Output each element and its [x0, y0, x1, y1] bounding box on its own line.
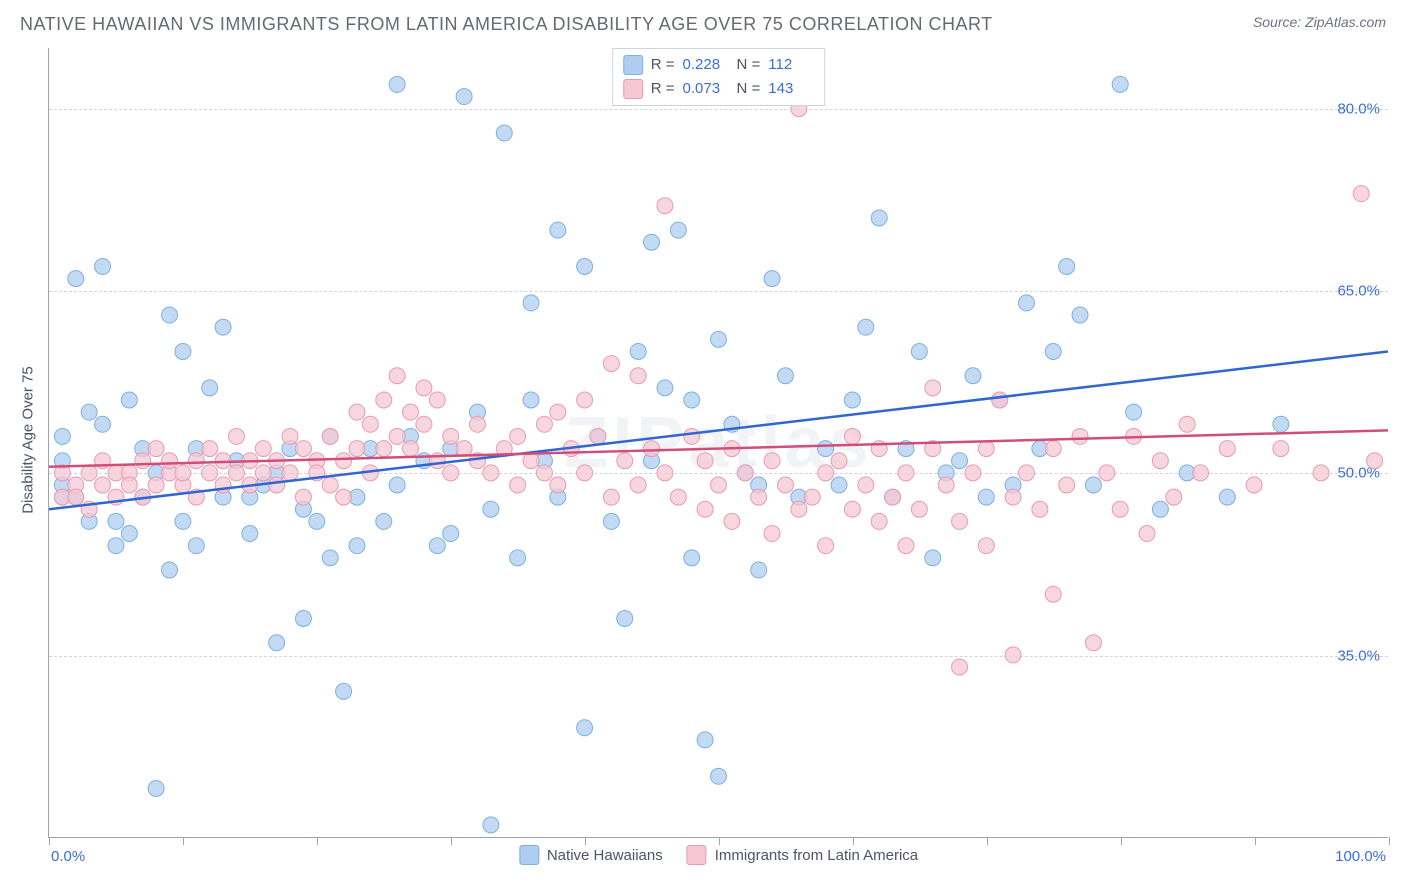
n-label: N = [737, 53, 761, 77]
swatch-bottom-2 [687, 845, 707, 865]
legend-label-2: Immigrants from Latin America [715, 847, 918, 864]
legend-row-1: R = 0.228 N = 112 [623, 53, 815, 77]
x-min-label: 0.0% [51, 848, 85, 865]
series-legend: Native Hawaiians Immigrants from Latin A… [519, 845, 918, 865]
swatch-series-1 [623, 55, 643, 75]
r-value-1: 0.228 [683, 53, 729, 77]
chart-header: NATIVE HAWAIIAN VS IMMIGRANTS FROM LATIN… [0, 0, 1406, 41]
x-max-label: 100.0% [1335, 848, 1386, 865]
chart-plot-area: ZIPatlas 35.0%50.0%65.0%80.0% 0.0% 100.0… [48, 48, 1388, 838]
legend-item-2: Immigrants from Latin America [687, 845, 918, 865]
y-axis-label: Disability Age Over 75 [20, 366, 37, 514]
scatter-svg [49, 48, 1388, 837]
correlation-legend: R = 0.228 N = 112 R = 0.073 N = 143 [612, 48, 826, 106]
r-label: R = [651, 53, 675, 77]
chart-title: NATIVE HAWAIIAN VS IMMIGRANTS FROM LATIN… [20, 14, 993, 35]
r-label: R = [651, 77, 675, 101]
source-label: Source: ZipAtlas.com [1253, 14, 1386, 30]
legend-label-1: Native Hawaiians [547, 847, 663, 864]
r-value-2: 0.073 [683, 77, 729, 101]
swatch-series-2 [623, 79, 643, 99]
n-value-1: 112 [768, 53, 814, 77]
n-label: N = [737, 77, 761, 101]
n-value-2: 143 [768, 77, 814, 101]
swatch-bottom-1 [519, 845, 539, 865]
legend-row-2: R = 0.073 N = 143 [623, 77, 815, 101]
legend-item-1: Native Hawaiians [519, 845, 663, 865]
